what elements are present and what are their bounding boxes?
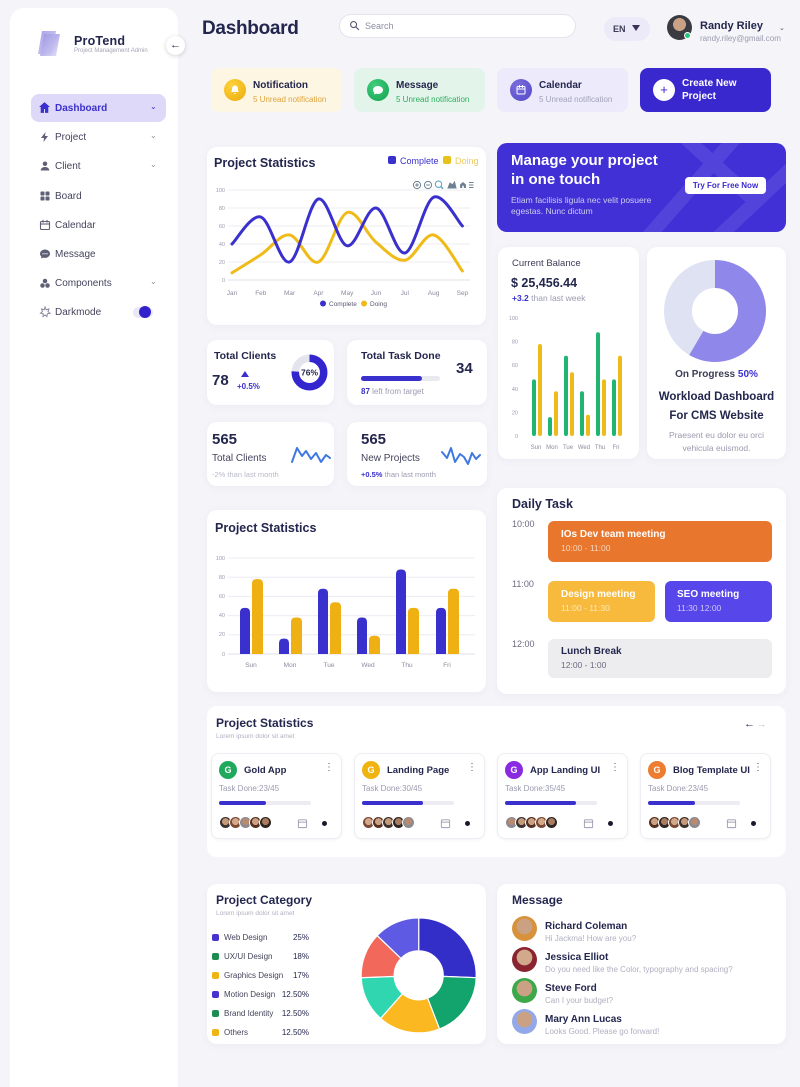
svg-text:Wed: Wed — [361, 662, 375, 669]
svg-text:100: 100 — [216, 556, 225, 562]
svg-text:60: 60 — [219, 594, 225, 600]
svg-text:Sun: Sun — [245, 662, 257, 669]
svg-text:0: 0 — [222, 278, 225, 284]
svg-text:Thu: Thu — [595, 445, 605, 451]
svg-text:Jan: Jan — [227, 290, 238, 297]
svg-text:Doing: Doing — [370, 301, 387, 308]
svg-text:Jul: Jul — [401, 290, 410, 297]
svg-text:40: 40 — [219, 242, 225, 248]
svg-text:Complete: Complete — [329, 301, 357, 308]
svg-text:20: 20 — [512, 410, 518, 416]
svg-text:40: 40 — [512, 387, 518, 393]
svg-text:80: 80 — [219, 206, 225, 212]
svg-text:Mar: Mar — [284, 290, 296, 297]
svg-text:0: 0 — [515, 434, 518, 440]
svg-text:Apr: Apr — [313, 290, 324, 297]
svg-text:Jun: Jun — [371, 290, 382, 297]
svg-text:Sun: Sun — [531, 445, 542, 451]
svg-text:Tue: Tue — [324, 662, 335, 669]
svg-text:Sep: Sep — [457, 290, 469, 297]
svg-text:80: 80 — [512, 340, 518, 346]
svg-text:80: 80 — [219, 575, 225, 581]
svg-text:Tue: Tue — [563, 445, 574, 451]
svg-text:Fri: Fri — [613, 445, 620, 451]
svg-text:May: May — [341, 290, 354, 297]
svg-text:100: 100 — [216, 188, 225, 194]
svg-text:60: 60 — [512, 363, 518, 369]
svg-text:20: 20 — [219, 260, 225, 266]
svg-text:Feb: Feb — [255, 290, 267, 297]
svg-text:0: 0 — [222, 652, 225, 658]
svg-text:60: 60 — [219, 224, 225, 230]
svg-text:Wed: Wed — [578, 445, 590, 451]
svg-text:76%: 76% — [301, 368, 318, 378]
svg-text:Thu: Thu — [401, 662, 413, 669]
svg-text:Fri: Fri — [443, 662, 451, 669]
svg-text:Aug: Aug — [428, 290, 440, 297]
svg-text:100: 100 — [509, 316, 518, 322]
svg-text:Mon: Mon — [284, 662, 297, 669]
svg-text:Mon: Mon — [546, 445, 558, 451]
svg-text:40: 40 — [219, 613, 225, 619]
svg-text:20: 20 — [219, 632, 225, 638]
